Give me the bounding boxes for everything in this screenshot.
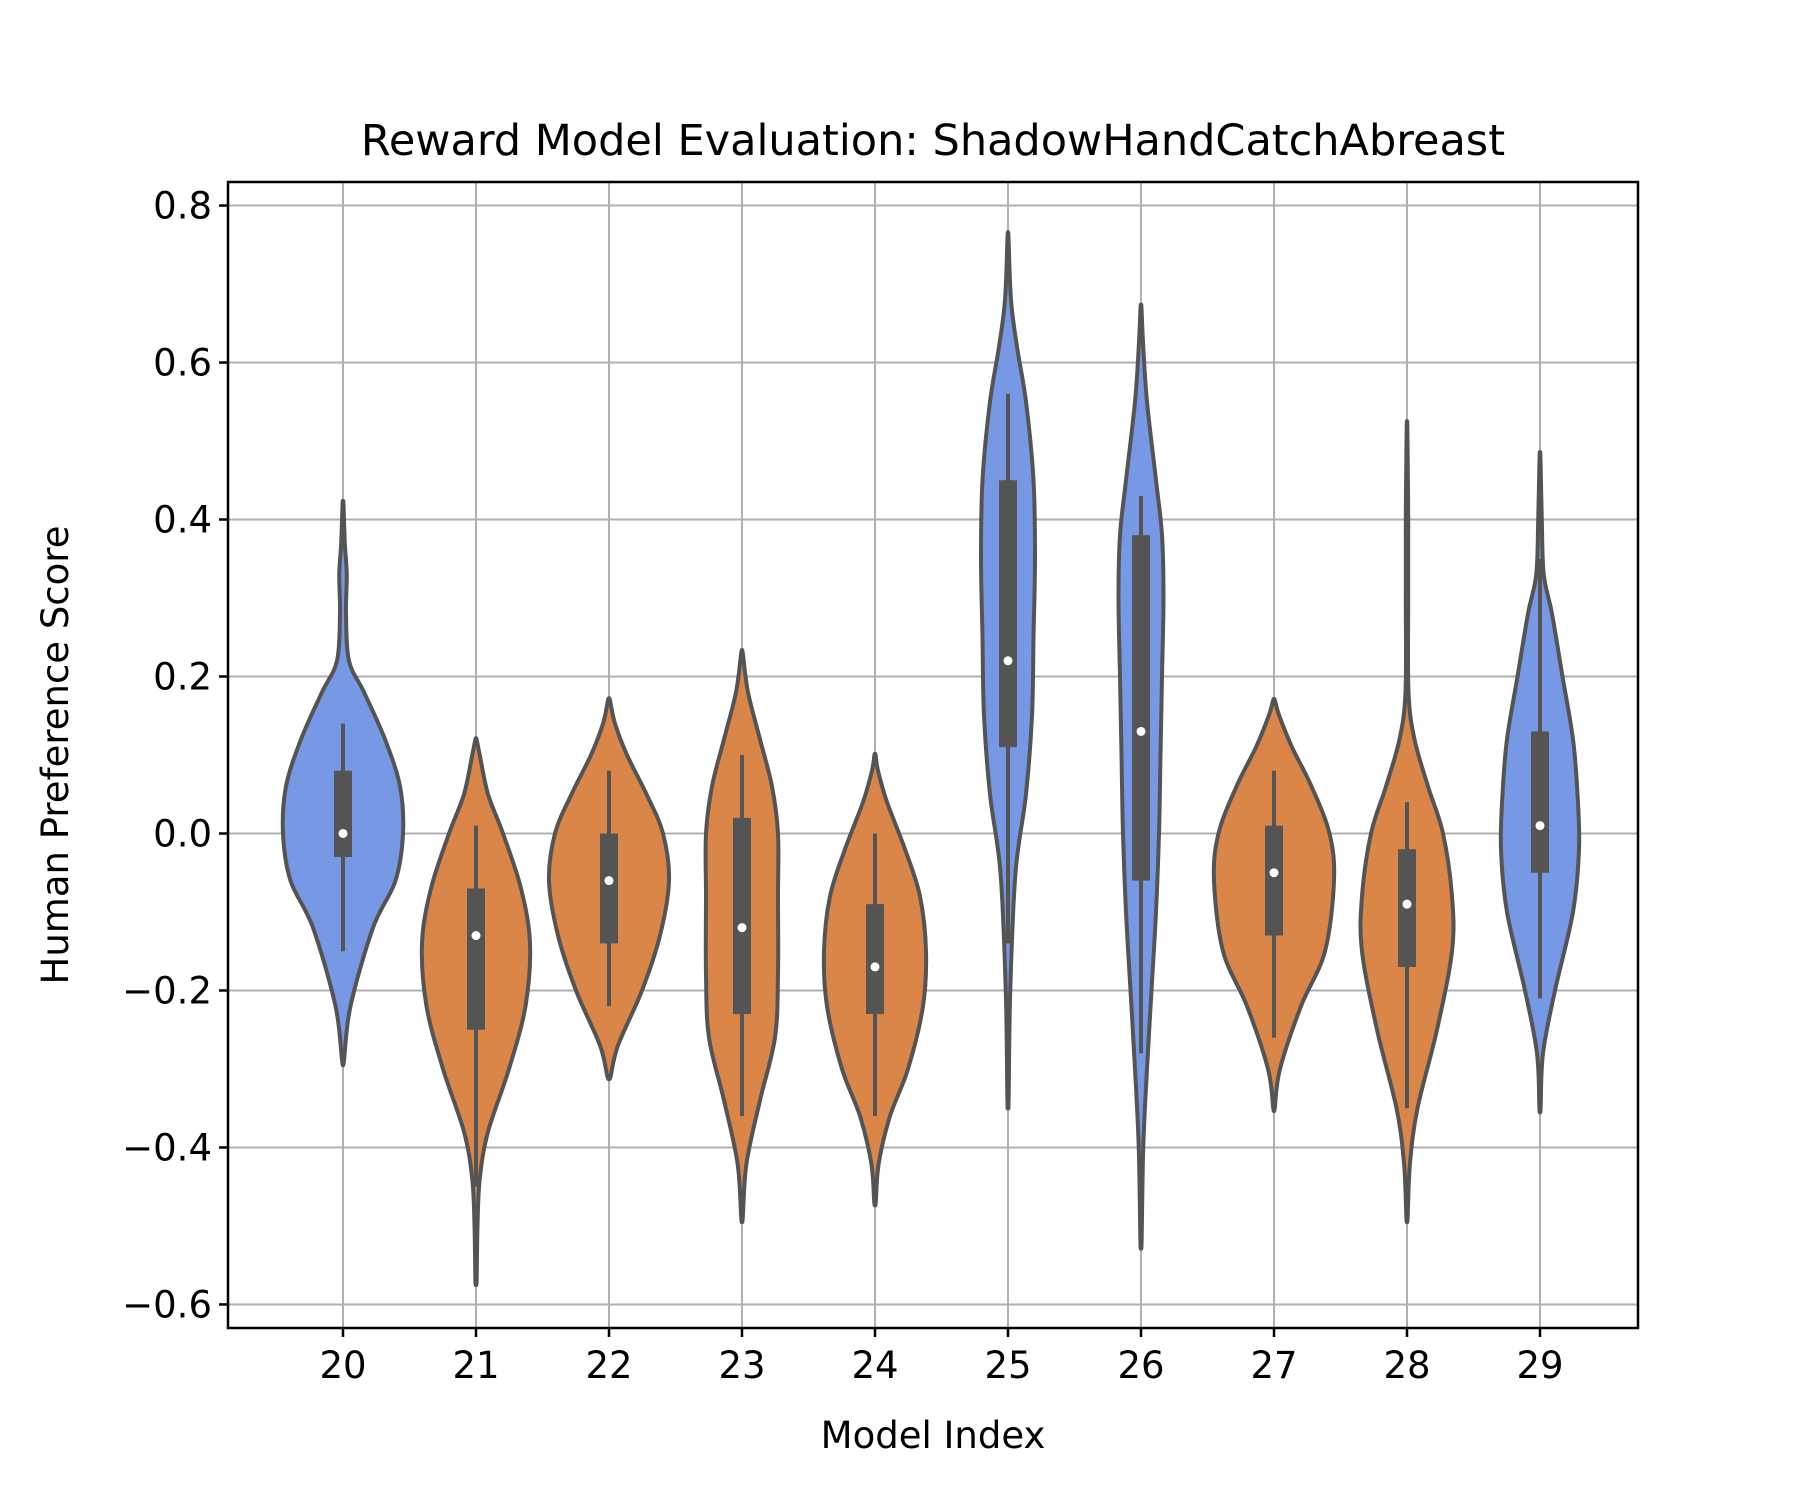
median-dot-26 [1136,726,1146,736]
iqr-box-25 [999,480,1017,748]
y-tick-label: 0.0 [153,812,212,855]
y-tick-label: −0.4 [122,1126,212,1169]
axis-ticks: 0.8 0.6 0.4 0.2 0.0 −0.2 −0.4 −0.6 20 21 22 23 24 25 2… [122,185,1563,1387]
median-dot-28 [1402,899,1412,909]
x-tick-label: 26 [1117,1344,1164,1387]
median-dot-22 [604,876,614,886]
y-tick-label: 0.8 [153,185,212,228]
x-tick-label: 23 [718,1344,765,1387]
y-tick-label: −0.6 [122,1283,212,1326]
iqr-box-23 [733,817,751,1015]
median-dot-24 [870,962,880,972]
violins [280,230,1582,1287]
x-tick-label: 21 [452,1344,499,1387]
iqr-box-26 [1132,535,1150,881]
iqr-box-20 [334,770,352,858]
y-tick-label: 0.4 [153,499,212,542]
median-dot-21 [471,931,481,941]
iqr-box-22 [600,833,618,944]
plot-frame [226,180,1640,1330]
x-tick-label: 27 [1250,1344,1297,1387]
x-tick-label: 29 [1516,1344,1563,1387]
y-tick-label: 0.6 [153,342,212,385]
x-tick-label: 20 [319,1344,366,1387]
y-axis-label: Human Preference Score [34,526,77,985]
iqr-box-24 [866,904,884,1015]
y-tick-label: −0.2 [122,969,212,1012]
iqr-box-27 [1265,825,1283,936]
median-dot-29 [1535,821,1545,831]
x-axis-label: Model Index [821,1414,1046,1457]
chart-title: Reward Model Evaluation: ShadowHandCatch… [361,116,1505,166]
x-tick-label: 25 [984,1344,1031,1387]
iqr-box-21 [467,888,485,1030]
y-tick-label: 0.2 [153,656,212,699]
iqr-box-29 [1531,731,1549,873]
x-tick-label: 22 [585,1344,632,1387]
median-dot-20 [338,828,348,838]
median-dot-23 [737,923,747,933]
median-dot-25 [1003,656,1013,666]
x-tick-label: 28 [1383,1344,1430,1387]
median-dot-27 [1269,868,1279,878]
x-tick-label: 24 [851,1344,898,1387]
